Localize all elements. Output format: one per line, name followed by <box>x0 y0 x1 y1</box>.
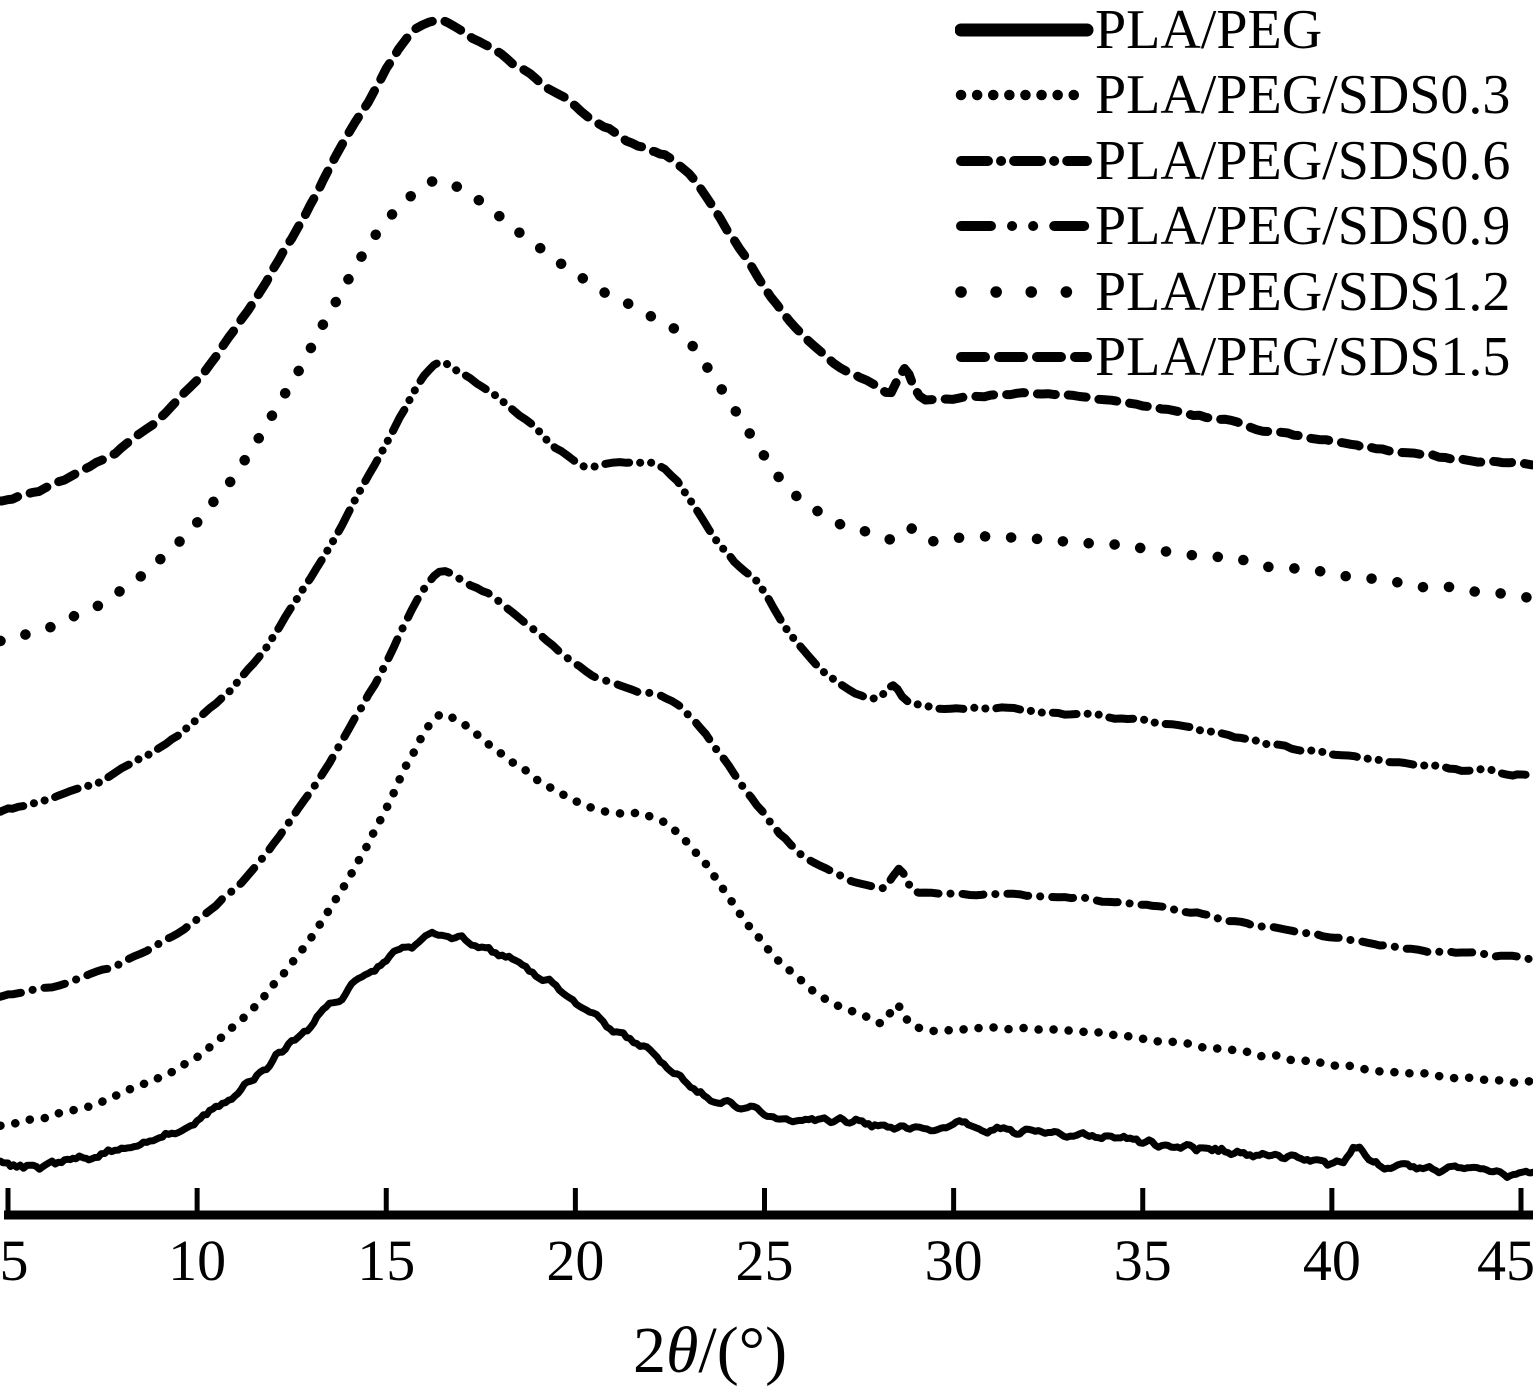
legend-row-sds06: PLA/PEG/SDS0.6 <box>955 128 1510 194</box>
curve-pla-peg-sds0-9 <box>0 358 1533 816</box>
dashed-line-swatch-icon <box>956 352 1092 363</box>
x-tick-label-30: 30 <box>924 1228 983 1293</box>
legend-row-pla-peg: PLA/PEG <box>955 0 1510 63</box>
legend-label-sds15: PLA/PEG/SDS1.5 <box>1095 326 1511 389</box>
legend-label-sds12: PLA/PEG/SDS1.2 <box>1095 260 1511 323</box>
legend-row-sds12: PLA/PEG/SDS1.2 <box>955 259 1510 325</box>
curve-pla-peg-sds1-2 <box>0 174 1533 647</box>
x-tick-label-10: 10 <box>168 1228 227 1293</box>
legend: PLA/PEG PLA/PEG/SDS0.3 PLA/PEG/SDS0.6 PL… <box>955 0 1510 390</box>
x-tick-label-20: 20 <box>546 1228 605 1293</box>
curve-pla-peg-sds0-6 <box>0 567 1533 1001</box>
curve-pla-peg-sds0-3 <box>0 709 1533 1131</box>
dotted-line-swatch-icon <box>955 90 1093 101</box>
dash-dot-line-swatch-icon <box>956 155 1092 166</box>
legend-label-sds09: PLA/PEG/SDS0.9 <box>1095 195 1511 258</box>
legend-label-pla-peg: PLA/PEG <box>1095 0 1323 61</box>
theta-symbol: θ <box>665 1314 699 1387</box>
curve-pla-peg-sds1-5 <box>0 15 1533 506</box>
sparse-dot-line-swatch-icon <box>955 286 1093 298</box>
legend-row-sds03: PLA/PEG/SDS0.3 <box>955 63 1510 129</box>
curve-pla-peg <box>0 928 1533 1181</box>
x-axis-title-prefix: 2 <box>632 1314 666 1387</box>
x-tick-label-40: 40 <box>1302 1228 1361 1293</box>
x-axis-title-suffix: /(°) <box>698 1314 788 1387</box>
dash-dot-dot-line-swatch-icon <box>956 221 1092 232</box>
x-tick-label-35: 35 <box>1113 1228 1172 1293</box>
legend-row-sds15: PLA/PEG/SDS1.5 <box>955 325 1510 391</box>
x-tick-label-5: 5 <box>0 1228 29 1293</box>
legend-label-sds03: PLA/PEG/SDS0.3 <box>1095 64 1511 127</box>
legend-row-sds09: PLA/PEG/SDS0.9 <box>955 194 1510 260</box>
x-tick-label-25: 25 <box>735 1228 794 1293</box>
x-tick-label-15: 15 <box>357 1228 416 1293</box>
x-tick-label-45: 45 <box>1477 1228 1533 1293</box>
solid-line-swatch-icon <box>955 23 1094 37</box>
legend-label-sds06: PLA/PEG/SDS0.6 <box>1095 129 1511 192</box>
x-axis-title: 2θ/(°) <box>0 1318 1420 1384</box>
